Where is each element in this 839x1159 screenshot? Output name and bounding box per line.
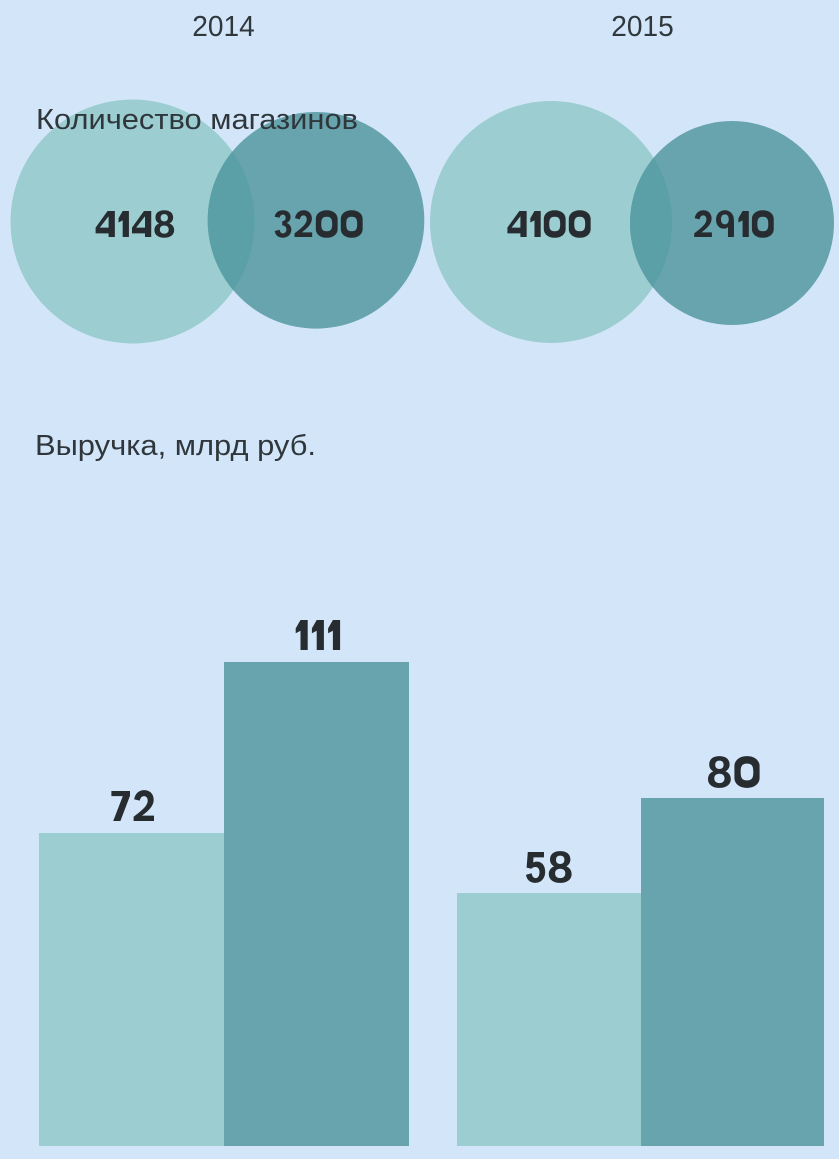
svg-text:2015: 2015 [611,11,674,43]
svg-text:2014: 2014 [192,11,255,43]
svg-text:Выручка, млрд руб.: Выручка, млрд руб. [35,430,316,462]
svg-text:Количество магазинов: Количество магазинов [36,104,358,136]
